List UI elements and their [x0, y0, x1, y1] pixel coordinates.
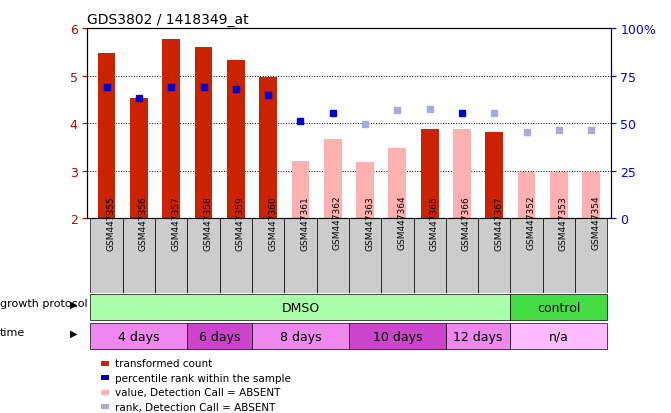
Text: GSM447364: GSM447364 — [397, 195, 407, 250]
Bar — [446, 219, 478, 293]
Bar — [91, 295, 511, 320]
Bar — [356, 163, 374, 219]
Text: growth protocol: growth protocol — [0, 299, 88, 309]
Bar — [511, 295, 607, 320]
Bar — [195, 48, 213, 219]
Bar — [413, 219, 446, 293]
Text: n/a: n/a — [549, 330, 569, 343]
Text: value, Detection Call = ABSENT: value, Detection Call = ABSENT — [115, 387, 280, 397]
Text: ▶: ▶ — [70, 328, 78, 337]
Bar — [446, 324, 511, 349]
Bar — [550, 173, 568, 219]
Text: GSM447358: GSM447358 — [203, 195, 213, 250]
Text: GSM447363: GSM447363 — [365, 195, 374, 250]
Text: 8 days: 8 days — [280, 330, 321, 343]
Bar — [91, 324, 187, 349]
Bar — [292, 162, 309, 219]
Bar — [130, 99, 148, 219]
Text: 6 days: 6 days — [199, 330, 240, 343]
Bar — [98, 54, 115, 219]
Text: 10 days: 10 days — [372, 330, 422, 343]
Bar — [187, 324, 252, 349]
Text: GSM447354: GSM447354 — [591, 195, 601, 250]
Text: GSM447355: GSM447355 — [107, 195, 115, 250]
Bar — [349, 324, 446, 349]
Text: GSM447361: GSM447361 — [301, 195, 309, 250]
Text: GDS3802 / 1418349_at: GDS3802 / 1418349_at — [87, 12, 249, 26]
Text: GSM447365: GSM447365 — [429, 195, 439, 250]
Bar — [162, 40, 180, 219]
Bar — [123, 219, 155, 293]
Text: GSM447357: GSM447357 — [171, 195, 180, 250]
Bar — [259, 78, 277, 219]
Bar — [582, 173, 600, 219]
Bar — [421, 130, 439, 219]
Bar — [349, 219, 381, 293]
Text: time: time — [0, 328, 25, 337]
Text: ▶: ▶ — [70, 299, 78, 309]
Bar — [252, 324, 349, 349]
Bar — [478, 219, 511, 293]
Text: DMSO: DMSO — [281, 301, 319, 314]
Text: 4 days: 4 days — [118, 330, 160, 343]
Text: control: control — [537, 301, 580, 314]
Bar — [219, 219, 252, 293]
Bar — [317, 219, 349, 293]
Text: rank, Detection Call = ABSENT: rank, Detection Call = ABSENT — [115, 402, 276, 412]
Bar — [227, 61, 245, 219]
Bar — [252, 219, 285, 293]
Text: GSM447360: GSM447360 — [268, 195, 277, 250]
Text: GSM447367: GSM447367 — [495, 195, 503, 250]
Text: GSM447356: GSM447356 — [139, 195, 148, 250]
Bar — [511, 324, 607, 349]
Bar — [575, 219, 607, 293]
Bar — [485, 133, 503, 219]
Bar — [381, 219, 413, 293]
Text: GSM447353: GSM447353 — [559, 195, 568, 250]
Bar — [187, 219, 219, 293]
Text: GSM447352: GSM447352 — [527, 195, 535, 250]
Text: 12 days: 12 days — [454, 330, 503, 343]
Text: GSM447362: GSM447362 — [333, 195, 342, 250]
Bar — [511, 219, 543, 293]
Bar — [518, 172, 535, 219]
Bar — [155, 219, 187, 293]
Text: percentile rank within the sample: percentile rank within the sample — [115, 373, 291, 383]
Bar — [453, 130, 471, 219]
Bar — [324, 140, 342, 219]
Text: GSM447366: GSM447366 — [462, 195, 471, 250]
Bar — [543, 219, 575, 293]
Text: GSM447359: GSM447359 — [236, 195, 245, 250]
Text: transformed count: transformed count — [115, 358, 213, 368]
Bar — [389, 149, 406, 219]
Bar — [285, 219, 317, 293]
Bar — [91, 219, 123, 293]
